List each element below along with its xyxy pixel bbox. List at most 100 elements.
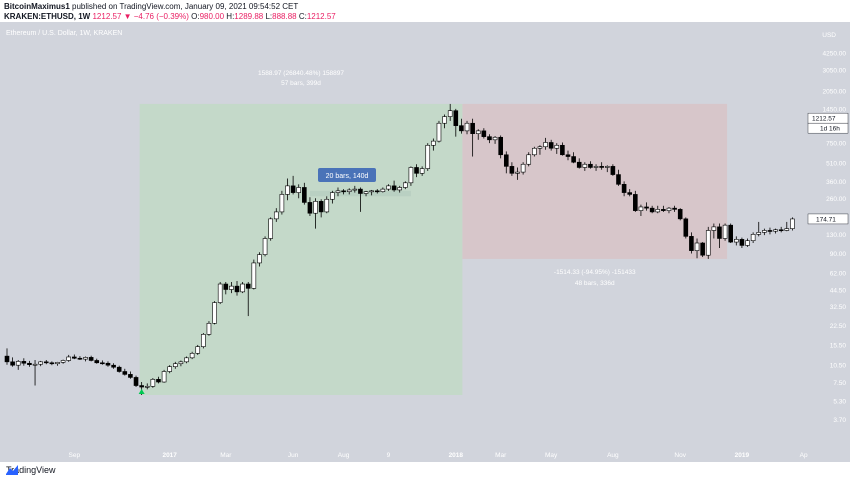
candle-up[interactable] bbox=[173, 363, 178, 368]
candle-up[interactable] bbox=[32, 363, 38, 366]
candle-down[interactable] bbox=[4, 355, 10, 363]
candle-up[interactable] bbox=[408, 167, 414, 184]
candle-down[interactable] bbox=[576, 161, 582, 168]
candle-up[interactable] bbox=[285, 185, 290, 195]
candle-up[interactable] bbox=[257, 254, 262, 264]
candle-up[interactable] bbox=[268, 218, 273, 239]
candle-down[interactable] bbox=[767, 230, 773, 232]
candle-down[interactable] bbox=[689, 236, 694, 251]
candle-down[interactable] bbox=[548, 142, 554, 149]
candle-up[interactable] bbox=[762, 230, 767, 233]
candle-up[interactable] bbox=[189, 352, 195, 359]
candle-up[interactable] bbox=[419, 168, 425, 174]
candle-up[interactable] bbox=[543, 142, 548, 148]
candle-down[interactable] bbox=[245, 283, 251, 289]
candle-down[interactable] bbox=[677, 209, 683, 220]
candle-up[interactable] bbox=[722, 224, 728, 239]
candle-down[interactable] bbox=[481, 130, 487, 137]
candle-down[interactable] bbox=[358, 188, 363, 194]
candle-down[interactable] bbox=[318, 201, 324, 213]
candle-down[interactable] bbox=[111, 364, 116, 368]
candle-up[interactable] bbox=[273, 211, 279, 220]
candle-up[interactable] bbox=[330, 192, 335, 200]
candle-down[interactable] bbox=[88, 357, 94, 361]
candle-up[interactable] bbox=[150, 379, 156, 387]
candle-up[interactable] bbox=[279, 194, 285, 213]
candle-down[interactable] bbox=[459, 125, 464, 132]
candle-up[interactable] bbox=[397, 187, 403, 191]
candlestick-chart[interactable]: 4250.003050.002050.001450.001050.00750.0… bbox=[0, 22, 850, 462]
candle-up[interactable] bbox=[363, 191, 369, 194]
current-price-tag[interactable] bbox=[807, 213, 849, 225]
candle-down[interactable] bbox=[10, 361, 15, 366]
candle-down[interactable] bbox=[94, 360, 100, 364]
candle-down[interactable] bbox=[717, 226, 722, 239]
candle-down[interactable] bbox=[414, 167, 419, 174]
candle-up[interactable] bbox=[750, 234, 756, 241]
candle-up[interactable] bbox=[335, 190, 341, 193]
candle-up[interactable] bbox=[161, 371, 167, 383]
candle-up[interactable] bbox=[554, 144, 560, 149]
candle-down[interactable] bbox=[374, 190, 380, 193]
candle-up[interactable] bbox=[55, 362, 60, 365]
candle-down[interactable] bbox=[728, 224, 733, 243]
chart-area[interactable]: 4250.003050.002050.001450.001050.00750.0… bbox=[0, 22, 850, 462]
brand[interactable]: TradingView bbox=[6, 465, 56, 475]
candle-down[interactable] bbox=[683, 218, 689, 237]
candle-down[interactable] bbox=[43, 361, 49, 364]
candle-down[interactable] bbox=[21, 361, 27, 364]
candle-down[interactable] bbox=[509, 166, 515, 174]
candle-up[interactable] bbox=[442, 116, 447, 124]
candle-up[interactable] bbox=[666, 207, 672, 211]
candle-down[interactable] bbox=[72, 356, 77, 359]
fall-measure-zone[interactable] bbox=[462, 103, 728, 259]
candle-up[interactable] bbox=[705, 230, 711, 256]
candle-up[interactable] bbox=[733, 239, 739, 243]
candle-up[interactable] bbox=[773, 229, 778, 232]
candle-up[interactable] bbox=[229, 285, 234, 290]
candle-up[interactable] bbox=[60, 360, 66, 363]
candle-up[interactable] bbox=[604, 166, 610, 168]
candle-up[interactable] bbox=[83, 357, 88, 360]
candle-down[interactable] bbox=[616, 174, 621, 185]
candle-down[interactable] bbox=[100, 362, 105, 365]
candle-up[interactable] bbox=[38, 361, 43, 365]
candle-down[interactable] bbox=[341, 190, 346, 193]
candle-down[interactable] bbox=[234, 285, 240, 293]
candle-up[interactable] bbox=[66, 356, 72, 361]
candle-up[interactable] bbox=[144, 385, 150, 388]
candle-up[interactable] bbox=[386, 185, 391, 190]
candle-up[interactable] bbox=[784, 228, 790, 231]
candle-up[interactable] bbox=[790, 218, 795, 229]
candle-up[interactable] bbox=[212, 302, 217, 324]
candle-down[interactable] bbox=[672, 207, 677, 210]
candle-up[interactable] bbox=[745, 240, 750, 246]
candle-down[interactable] bbox=[302, 187, 307, 203]
candle-down[interactable] bbox=[588, 163, 593, 168]
candle-up[interactable] bbox=[403, 182, 408, 188]
candle-down[interactable] bbox=[739, 239, 745, 246]
candle-down[interactable] bbox=[116, 366, 122, 372]
candle-down[interactable] bbox=[778, 229, 784, 232]
candle-down[interactable] bbox=[49, 362, 55, 365]
candle-down[interactable] bbox=[307, 202, 313, 214]
rise-measure-zone[interactable] bbox=[139, 103, 463, 396]
candle-down[interactable] bbox=[487, 136, 492, 141]
candle-down[interactable] bbox=[156, 379, 161, 383]
candle-down[interactable] bbox=[77, 357, 83, 360]
candle-down[interactable] bbox=[661, 209, 666, 211]
candle-down[interactable] bbox=[128, 374, 133, 378]
candle-up[interactable] bbox=[380, 188, 386, 192]
candle-down[interactable] bbox=[133, 377, 139, 386]
candle-up[interactable] bbox=[296, 187, 302, 193]
candle-down[interactable] bbox=[610, 166, 616, 175]
candle-up[interactable] bbox=[520, 163, 526, 173]
candle-up[interactable] bbox=[756, 232, 762, 235]
candle-down[interactable] bbox=[223, 283, 229, 290]
candle-up[interactable] bbox=[352, 188, 358, 191]
candle-down[interactable] bbox=[571, 156, 576, 163]
publisher-name[interactable]: BitcoinMaximus1 bbox=[4, 2, 70, 11]
candle-up[interactable] bbox=[369, 190, 374, 193]
candle-down[interactable] bbox=[700, 242, 705, 256]
candle-up[interactable] bbox=[262, 238, 268, 255]
